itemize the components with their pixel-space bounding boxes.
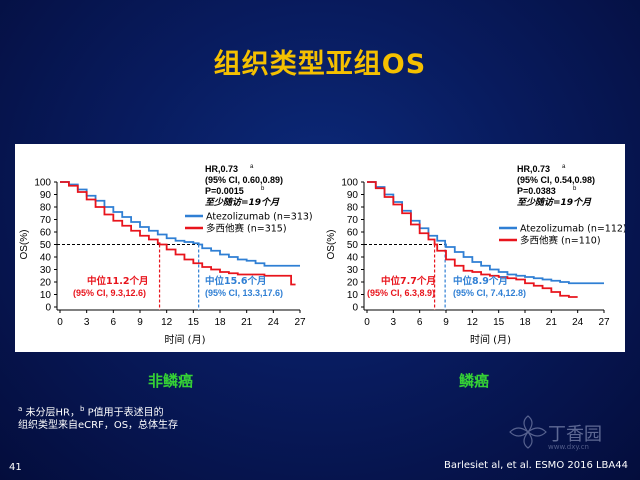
right-x-tick-label: 15	[493, 317, 505, 328]
right-x-axis-label: 时间 (月)	[470, 333, 511, 346]
right-hr-sup: a	[562, 164, 566, 170]
left-x-tick-label: 27	[294, 317, 306, 328]
left-x-axis-label: 时间 (月)	[165, 333, 206, 346]
right-median-blue-label: 中位8.9个月	[453, 275, 508, 287]
left-median-red-ci: (95% CI, 9.3,12.6)	[73, 288, 146, 298]
left-x-tick-label: 12	[161, 317, 173, 328]
left-y-tick-label: 60	[40, 228, 52, 239]
right-legend-label-1: 多西他赛 (n=110)	[520, 235, 601, 247]
left-y-tick-label: 100	[34, 178, 51, 189]
left-y-tick-label: 50	[40, 240, 52, 251]
right-x-tick-label: 27	[598, 317, 610, 328]
right-y-tick-label: 60	[347, 228, 359, 239]
footnote-text-2: P值用于表述目的	[84, 407, 164, 419]
left-y-tick-label: 70	[40, 215, 52, 226]
citation: Barlesiet al, et al. ESMO 2016 LBA44	[443, 460, 628, 471]
right-y-axis-label: OS(%)	[326, 230, 337, 260]
left-y-tick-label: 30	[40, 265, 52, 276]
left-x-tick-label: 9	[137, 317, 143, 328]
right-legend-label-0: Atezolizumab (n=112)	[520, 224, 625, 235]
right-y-tick-label: 80	[347, 203, 359, 214]
left-y-axis-label: OS(%)	[19, 230, 30, 260]
right-y-tick-label: 0	[352, 303, 358, 314]
right-y-tick-label: 70	[347, 215, 359, 226]
left-y-tick-label: 0	[45, 303, 51, 314]
right-y-tick-label: 30	[347, 265, 359, 276]
page-number: 41	[9, 462, 22, 473]
left-x-tick-label: 3	[84, 317, 90, 328]
slide-title: 组织类型亚组OS	[213, 49, 427, 80]
right-x-tick-label: 3	[391, 317, 397, 328]
left-series-docetaxel	[60, 181, 296, 286]
subtitle-nonsquamous: 非鳞癌	[148, 372, 194, 390]
right-hr-line-1: HR,0.73	[517, 164, 550, 174]
footnote-sup-b: b	[79, 405, 85, 413]
left-y-tick-label: 20	[40, 278, 52, 289]
watermark-url: www.dxy.cn	[548, 443, 589, 451]
right-x-tick-label: 18	[519, 317, 531, 328]
left-hr-line-1: HR,0.73	[205, 164, 238, 174]
right-series-docetaxel	[367, 181, 578, 298]
right-y-tick-label: 50	[347, 240, 359, 251]
right-y-tick-label: 40	[347, 253, 359, 264]
footnote-text-1: 未分层HR，	[22, 407, 80, 419]
right-y-tick-label: 100	[341, 178, 358, 189]
right-y-tick-label: 10	[347, 290, 359, 301]
right-x-tick-label: 6	[417, 317, 423, 328]
left-x-tick-label: 6	[111, 317, 117, 328]
left-series-atezolizumab	[60, 181, 300, 267]
left-x-tick-label: 0	[57, 317, 63, 328]
right-hr-line-4: 至少随访=19个月	[517, 197, 592, 208]
left-y-tick-label: 10	[40, 290, 52, 301]
footnote: a 未分层HR，b P值用于表述目的 组织类型来自eCRF，OS，总体生存	[18, 403, 178, 432]
right-x-tick-label: 21	[546, 317, 558, 328]
footnote-line-1: a 未分层HR，b P值用于表述目的	[18, 403, 178, 419]
watermark-text: 丁香园	[548, 424, 602, 445]
right-median-blue-ci: (95% CI, 7.4,12.8)	[453, 288, 526, 298]
left-median-red-label: 中位11.2个月	[87, 275, 148, 287]
left-median-blue-label: 中位15.6个月	[205, 275, 266, 287]
right-hr-line-2: (95% CI, 0.54,0.98)	[517, 175, 595, 185]
left-hr-line-3: P=0.0015	[205, 186, 244, 196]
left-x-tick-label: 21	[241, 317, 253, 328]
right-y-tick-label: 90	[347, 190, 359, 201]
subtitle-squamous: 鳞癌	[459, 372, 490, 390]
right-median-red-label: 中位7.7个月	[381, 275, 436, 287]
chart-panel: 0 10 20 30 40 50 60 70 80 90 100 0 3 6 9 12 15 18 21 24 27 OS…	[15, 144, 625, 352]
watermark-logo	[509, 415, 547, 449]
footnote-sup-a: a	[18, 405, 23, 413]
left-median-blue-ci: (95% CI, 13.3,17.6)	[205, 288, 283, 298]
footnote-line-2: 组织类型来自eCRF，OS，总体生存	[18, 420, 179, 432]
left-y-tick-label: 40	[40, 253, 52, 264]
right-x-tick-label: 12	[467, 317, 479, 328]
right-x-tick-label: 24	[572, 317, 584, 328]
right-series-atezolizumab	[367, 181, 604, 285]
left-p-sup: b	[261, 186, 265, 192]
right-median-red-ci: (95% CI, 6.3,8.9)	[367, 288, 435, 298]
left-x-tick-label: 24	[268, 317, 280, 328]
left-x-tick-label: 18	[214, 317, 226, 328]
left-legend-label-0: Atezolizumab (n=313)	[206, 212, 313, 223]
right-x-tick-label: 0	[364, 317, 370, 328]
left-hr-line-4: 至少随访=19个月	[205, 197, 280, 208]
right-x-tick-label: 9	[443, 317, 449, 328]
left-y-tick-label: 80	[40, 203, 52, 214]
left-legend-label-1: 多西他赛 (n=315)	[206, 223, 287, 235]
right-hr-line-3: P=0.0383	[517, 186, 556, 196]
right-p-sup: b	[573, 186, 577, 192]
left-hr-sup: a	[250, 164, 254, 170]
left-x-tick-label: 15	[188, 317, 200, 328]
left-hr-line-2: (95% CI, 0.60,0.89)	[205, 175, 283, 185]
left-y-tick-label: 90	[40, 190, 52, 201]
right-y-tick-label: 20	[347, 278, 359, 289]
